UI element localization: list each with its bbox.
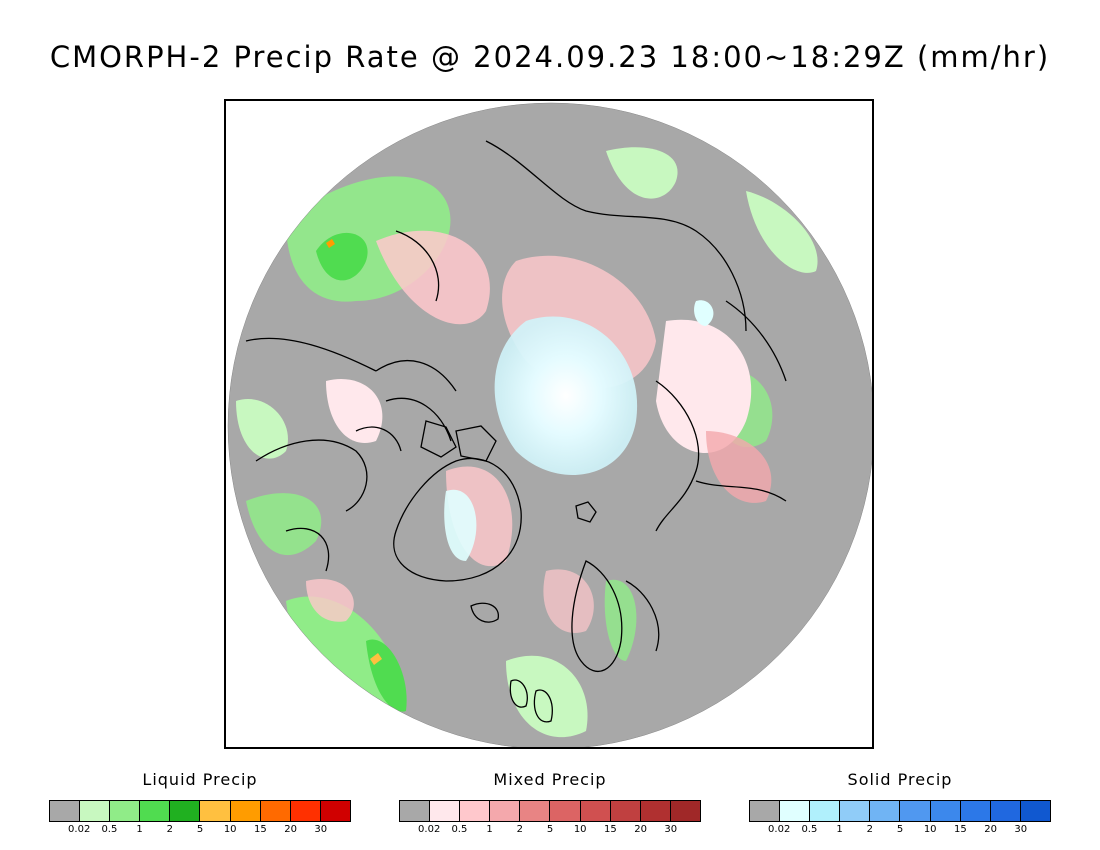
coastline-russia [655, 300, 787, 532]
legend-tick-label: 5 [546, 824, 554, 835]
legend-swatch [230, 801, 261, 821]
legend-swatch [610, 801, 641, 821]
legend-swatch [990, 801, 1021, 821]
legend-tick-label: 0.5 [801, 824, 818, 835]
legend-swatch [460, 801, 491, 821]
legend-swatch [750, 801, 781, 821]
coastline-north-america [245, 337, 377, 572]
legend-title: Solid Precip [847, 770, 953, 789]
legend-tick-label: 20 [284, 824, 297, 835]
legend-tick-label: 5 [196, 824, 204, 835]
legend-tick-label: 10 [223, 824, 237, 835]
legend-tick-label: 2 [866, 824, 873, 835]
legend-tick-label: 15 [254, 824, 267, 835]
legend-tick-label: 0.02 [768, 824, 791, 835]
legend-colorbar [399, 800, 701, 822]
precip-liquid-area [746, 191, 818, 273]
legend-title: Mixed Precip [493, 770, 607, 789]
legend-ticks: 0.02 0.5 1 2 5 10 15 20 30 [49, 824, 351, 838]
precip-liquid-area [246, 493, 322, 556]
precip-solid-area [444, 489, 477, 561]
precip-heavy-spot [326, 239, 335, 248]
coastline-british-isles [509, 679, 553, 723]
coastlines [245, 140, 787, 723]
legend-swatch [140, 801, 171, 821]
precip-solid-area [494, 316, 638, 475]
legend-swatch [810, 801, 841, 821]
legend-swatch [110, 801, 141, 821]
legend-tick-label: 0.5 [451, 824, 468, 835]
legend-tick-label: 10 [573, 824, 587, 835]
legend-swatch [670, 801, 700, 821]
legend-swatch [870, 801, 901, 821]
legend-tick-label: 20 [634, 824, 647, 835]
legend-solid-precip: Solid Precip 0.02 0.5 1 2 5 10 15 20 30 [749, 770, 1051, 838]
legend-swatch [80, 801, 111, 821]
legend-swatch [580, 801, 611, 821]
legend-tick-label: 2 [166, 824, 173, 835]
legend-swatch [960, 801, 991, 821]
coastline-greenland [393, 457, 522, 582]
legend-colorbar [49, 800, 351, 822]
legend-tick-label: 0.5 [101, 824, 118, 835]
precip-solid-area [694, 300, 714, 326]
coastline-canadian-archipelago [355, 359, 497, 462]
polar-precip-map [227, 102, 872, 747]
legend-tick-label: 10 [923, 824, 937, 835]
legend-swatch [50, 801, 81, 821]
coastline-svalbard [575, 501, 597, 523]
precip-mixed-area [376, 230, 490, 325]
legend-ticks: 0.02 0.5 1 2 5 10 15 20 30 [749, 824, 1051, 838]
precip-liquid-area [606, 147, 678, 199]
legend-swatch [260, 801, 291, 821]
legend-tick-label: 0.02 [68, 824, 91, 835]
precip-liquid-area [604, 579, 637, 661]
legend-swatch [780, 801, 811, 821]
legend-ticks: 0.02 0.5 1 2 5 10 15 20 30 [399, 824, 701, 838]
legend-title: Liquid Precip [142, 770, 258, 789]
map-title: CMORPH-2 Precip Rate @ 2024.09.23 18:00~… [49, 40, 1051, 74]
legend-swatch [1020, 801, 1050, 821]
coastline-iceland [470, 602, 499, 623]
legend-swatch [200, 801, 231, 821]
precip-mixed-area [306, 579, 354, 622]
legend-swatch [520, 801, 551, 821]
legend-mixed-precip: Mixed Precip 0.02 0.5 1 2 5 10 15 20 30 [399, 770, 701, 838]
legend-colorbar [749, 800, 1051, 822]
legend-tick-label: 15 [954, 824, 967, 835]
legend-tick-label: 30 [1014, 824, 1028, 835]
precip-liquid-area [506, 655, 588, 738]
legend-tick-label: 1 [486, 824, 493, 835]
legend-tick-label: 0.02 [418, 824, 441, 835]
legend-swatch [290, 801, 321, 821]
legend-liquid-precip: Liquid Precip 0.02 0.5 1 2 5 10 15 20 30 [49, 770, 351, 838]
legend-swatch [430, 801, 461, 821]
legend-swatch [490, 801, 521, 821]
legend-tick-label: 20 [984, 824, 997, 835]
precip-liquid-area [236, 399, 288, 459]
coastline-scandinavia [571, 560, 660, 673]
legend-tick-label: 5 [896, 824, 904, 835]
map-disk-edge [227, 102, 872, 747]
legend-swatch [550, 801, 581, 821]
legend-swatch [900, 801, 931, 821]
polar-map-panel[interactable] [224, 99, 874, 749]
coastline-alaska-siberia [395, 140, 747, 332]
legend-swatch [640, 801, 671, 821]
precip-mixed-area [543, 569, 594, 633]
legend-tick-label: 30 [664, 824, 678, 835]
precip-mixed-area [656, 319, 752, 454]
legend-swatch [840, 801, 871, 821]
legend-tick-label: 2 [516, 824, 523, 835]
legend-swatch [400, 801, 431, 821]
legend-tick-label: 1 [836, 824, 843, 835]
legend-tick-label: 15 [604, 824, 617, 835]
legend-swatch [320, 801, 350, 821]
legend-swatch [930, 801, 961, 821]
precip-mixed-area [706, 431, 772, 503]
legend-tick-label: 30 [314, 824, 328, 835]
precip-heavy-spot [370, 653, 382, 665]
legend-tick-label: 1 [136, 824, 143, 835]
legend-swatch [170, 801, 201, 821]
